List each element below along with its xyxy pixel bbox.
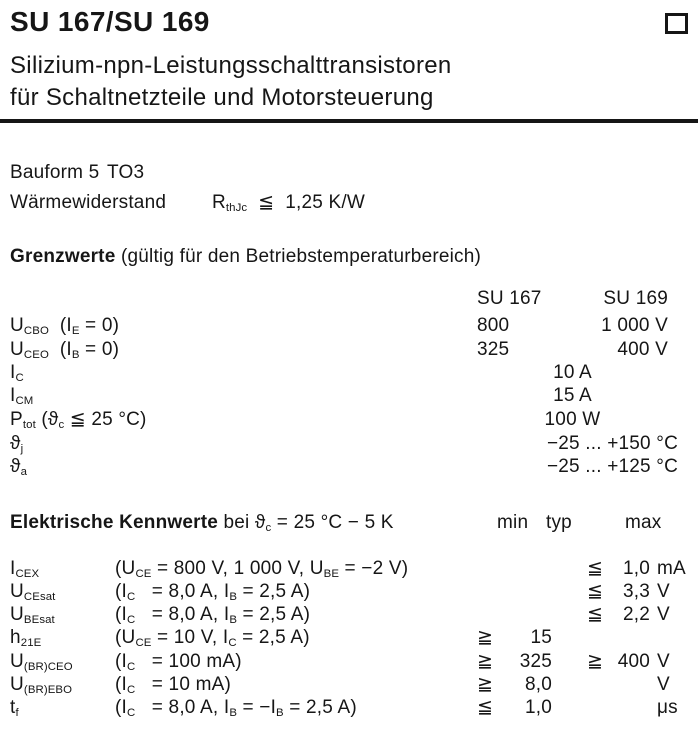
row-label: Ptot (ϑc ≦ 25 °C) bbox=[10, 409, 147, 432]
parameter-symbol: UBEsat bbox=[10, 604, 55, 627]
kennwerte-row: h21E (UCE = 10 V, IC = 2,5 A) ≧ 15 bbox=[0, 627, 700, 650]
row-label: UCEO (IB = 0) bbox=[10, 339, 120, 362]
unit: V bbox=[657, 651, 670, 672]
column-max: max bbox=[625, 512, 662, 533]
value-shared: 100 W bbox=[544, 409, 601, 430]
test-condition: (UCE = 800 V, 1 000 V, UBE = −2 V) bbox=[115, 558, 409, 581]
max-value: 400 bbox=[617, 651, 650, 672]
grenzwerte-heading: Grenzwerte (gültig für den Betriebstempe… bbox=[0, 246, 700, 269]
unit: V bbox=[657, 604, 670, 625]
value-range: −25 ... +125 °C bbox=[546, 456, 678, 477]
test-condition: (IC = 8,0 A, IB = 2,5 A) bbox=[115, 581, 311, 604]
table-row: UCEO (IB = 0) 325 400 V bbox=[0, 339, 700, 362]
row-label: IC bbox=[10, 362, 24, 385]
unit: mA bbox=[657, 558, 686, 579]
max-value: 1,0 bbox=[622, 558, 650, 579]
column-su167: SU 167 bbox=[477, 288, 542, 309]
table-row: ϑj −25 ... +150 °C bbox=[0, 433, 700, 456]
kennwerte-row: U(BR)CEO (IC = 100 mA) ≧ 325 ≧ 400 V bbox=[0, 651, 700, 674]
thermal-value: RthJc ≦ 1,25 K/W bbox=[212, 192, 365, 215]
min-value: 325 bbox=[519, 651, 552, 672]
value-shared: 15 A bbox=[553, 385, 592, 406]
column-min: min bbox=[497, 512, 529, 533]
kennwerte-heading: Elektrische Kennwerte bei ϑc = 25 °C − 5… bbox=[0, 512, 700, 535]
unit: V bbox=[657, 581, 670, 602]
grenzwerte-column-header: SU 167 SU 169 bbox=[0, 288, 700, 311]
subtitle-line-2: für Schaltnetzteile und Motorsteuerung bbox=[10, 84, 434, 111]
test-condition: (IC = 100 mA) bbox=[115, 651, 242, 674]
row-label: ϑa bbox=[10, 456, 28, 479]
max-relation: ≦ bbox=[587, 581, 604, 602]
kennwerte-row: UCEsat (IC = 8,0 A, IB = 2,5 A) ≦ 3,3 V bbox=[0, 581, 700, 604]
row-label: ICM bbox=[10, 385, 34, 408]
min-value: 8,0 bbox=[524, 674, 552, 695]
unit: μs bbox=[657, 697, 678, 718]
min-relation: ≦ bbox=[477, 697, 494, 718]
value-su169: 400 V bbox=[617, 339, 668, 360]
table-row: ϑa −25 ... +125 °C bbox=[0, 456, 700, 479]
max-relation: ≦ bbox=[587, 558, 604, 579]
value-su167: 800 bbox=[477, 315, 510, 336]
min-relation: ≧ bbox=[477, 674, 494, 695]
kennwerte-heading-text: Elektrische Kennwerte bei ϑc = 25 °C − 5… bbox=[10, 512, 394, 539]
test-condition: (IC = 10 mA) bbox=[115, 674, 231, 697]
test-condition: (UCE = 10 V, IC = 2,5 A) bbox=[115, 627, 310, 650]
value-shared: 10 A bbox=[553, 362, 592, 383]
kennwerte-row: U(BR)EBO (IC = 10 mA) ≧ 8,0 V bbox=[0, 674, 700, 697]
grenzwerte-heading-text: Grenzwerte (gültig für den Betriebstempe… bbox=[10, 246, 481, 268]
min-relation: ≧ bbox=[477, 651, 494, 672]
grenzwerte-heading-bold: Grenzwerte bbox=[10, 246, 116, 267]
column-su169: SU 169 bbox=[603, 288, 668, 309]
parameter-symbol: U(BR)EBO bbox=[10, 674, 73, 697]
max-value: 2,2 bbox=[622, 604, 650, 625]
max-value: 3,3 bbox=[622, 581, 650, 602]
unit: V bbox=[657, 674, 670, 695]
value-su167: 325 bbox=[477, 339, 510, 360]
row-label: UCBO (IE = 0) bbox=[10, 315, 120, 338]
max-relation: ≧ bbox=[587, 651, 604, 672]
table-row: UCBO (IE = 0) 800 1 000 V bbox=[0, 315, 700, 338]
bauform-label: Bauform 5 bbox=[10, 162, 100, 183]
parameter-symbol: U(BR)CEO bbox=[10, 651, 73, 674]
row-label: ϑj bbox=[10, 433, 24, 456]
kennwerte-row: UBEsat (IC = 8,0 A, IB = 2,5 A) ≦ 2,2 V bbox=[0, 604, 700, 627]
header-rule bbox=[0, 119, 698, 123]
min-relation: ≧ bbox=[477, 627, 494, 648]
parameter-symbol: UCEsat bbox=[10, 581, 56, 604]
test-condition: (IC = 8,0 A, IB = 2,5 A) bbox=[115, 604, 311, 627]
kennwerte-heading-bold: Elektrische Kennwerte bbox=[10, 512, 219, 533]
page-title: SU 167/SU 169 bbox=[10, 6, 210, 37]
value-su169: 1 000 V bbox=[601, 315, 668, 336]
subtitle-line-1: Silizium-npn-Leistungsschalttransistoren bbox=[10, 52, 452, 79]
kennwerte-heading-rest: bei ϑc = 25 °C − 5 K bbox=[218, 512, 394, 535]
bauform-row: Bauform 5 TO3 bbox=[0, 162, 700, 185]
value-range: −25 ... +150 °C bbox=[546, 433, 678, 454]
thermal-label: Wärmewiderstand bbox=[10, 192, 167, 213]
thermal-resistance-row: Wärmewiderstand RthJc ≦ 1,25 K/W bbox=[0, 192, 700, 215]
min-value: 1,0 bbox=[524, 697, 552, 718]
column-typ: typ bbox=[546, 512, 572, 533]
grenzwerte-heading-rest: (gültig für den Betriebstemperaturbereic… bbox=[115, 246, 482, 267]
kennwerte-row: tf (IC = 8,0 A, IB = −IB = 2,5 A) ≦ 1,0 … bbox=[0, 697, 700, 720]
max-relation: ≦ bbox=[587, 604, 604, 625]
parameter-symbol: tf bbox=[10, 697, 19, 720]
test-condition: (IC = 8,0 A, IB = −IB = 2,5 A) bbox=[115, 697, 357, 720]
table-row: ICM 15 A bbox=[0, 385, 700, 408]
parameter-symbol: h21E bbox=[10, 627, 42, 650]
table-row: IC 10 A bbox=[0, 362, 700, 385]
min-value: 15 bbox=[530, 627, 552, 648]
kennwerte-row: ICEX (UCE = 800 V, 1 000 V, UBE = −2 V) … bbox=[0, 558, 700, 581]
table-row: Ptot (ϑc ≦ 25 °C) 100 W bbox=[0, 409, 700, 432]
corner-square-icon bbox=[665, 13, 688, 34]
package-label: TO3 bbox=[107, 162, 145, 183]
parameter-symbol: ICEX bbox=[10, 558, 40, 581]
